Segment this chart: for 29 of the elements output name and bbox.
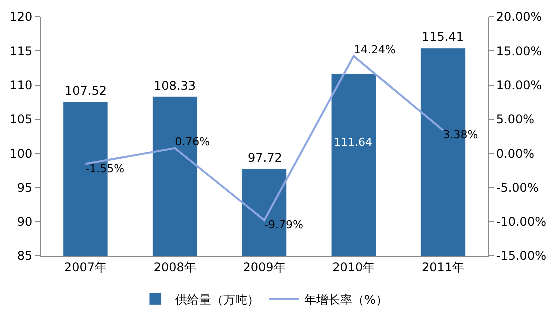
data-label: 115.41 xyxy=(422,30,464,44)
y2-tick-label: 15.00% xyxy=(496,44,542,58)
x-tick-label: 2011年 xyxy=(422,260,465,274)
y2-tick-label: -5.00% xyxy=(496,180,539,195)
y-tick-label: 105 xyxy=(10,112,33,127)
data-label: 111.64 xyxy=(334,136,372,149)
x-tick-label: 2009年 xyxy=(243,260,286,274)
y-tick-label: 100 xyxy=(10,146,33,161)
data-label: 97.72 xyxy=(248,151,282,165)
y-tick-label: 90 xyxy=(17,215,33,230)
x-tick-label: 2007年 xyxy=(64,260,107,274)
data-label: 14.24% xyxy=(354,44,396,57)
x-tick-label: 2008年 xyxy=(154,260,196,274)
y2-tick-label: 10.00% xyxy=(496,78,542,92)
legend-label: 供给量（万吨） xyxy=(176,292,260,307)
x-tick-label: 2010年 xyxy=(332,260,376,274)
legend-label: 年增长率（%） xyxy=(304,292,388,307)
y2-tick-label: 5.00% xyxy=(496,112,535,127)
y-tick-label: 85 xyxy=(17,249,33,264)
y2-tick-label: 20.00% xyxy=(496,10,542,24)
y-tick-label: 115 xyxy=(10,44,33,58)
data-label: 108.33 xyxy=(154,79,196,93)
y-tick-label: 95 xyxy=(17,180,33,195)
y2-tick-label: 0.00% xyxy=(496,146,535,161)
y-tick-label: 110 xyxy=(10,78,33,92)
y2-tick-label: -10.00% xyxy=(496,215,546,230)
y-tick-label: 120 xyxy=(10,10,33,24)
y2-tick-label: -15.00% xyxy=(496,249,546,264)
data-label: 107.52 xyxy=(65,84,107,98)
